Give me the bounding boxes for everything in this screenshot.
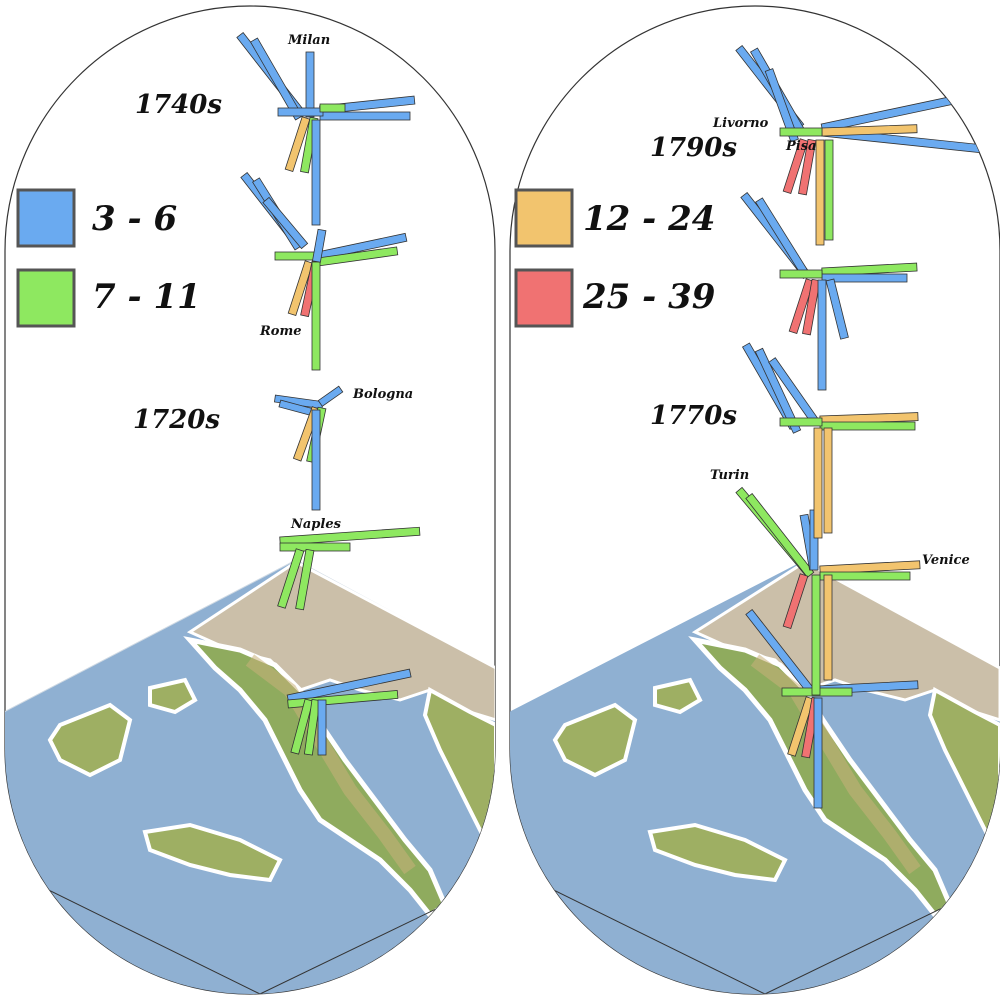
left-panel: Milan Rome Bologna Naples 1740s 1720s 3 … <box>4 5 496 995</box>
sardinia <box>552 702 638 778</box>
legend-label-12-24: 12 - 24 <box>583 199 715 239</box>
legend-label-7-11: 7 - 11 <box>92 277 201 317</box>
balkan-coast <box>422 686 495 861</box>
sardinia <box>47 702 133 778</box>
balkan-coast <box>927 686 1000 861</box>
legend-swatch-orange <box>514 188 574 248</box>
legend-label-25-39: 25 - 39 <box>582 277 715 317</box>
alps-region <box>691 560 1000 723</box>
stack-rome <box>240 171 408 371</box>
decade-label-1740s: 1740s <box>135 90 222 120</box>
city-label-bologna: Bologna <box>352 387 413 402</box>
stack-naples-base <box>286 668 412 756</box>
city-label-naples: Naples <box>290 517 342 532</box>
right-map-plane <box>510 560 1000 994</box>
stack-1780s <box>740 191 918 391</box>
stack-turin-venice <box>735 486 921 696</box>
decade-label-1720s: 1720s <box>133 405 220 435</box>
alps-region <box>186 560 495 723</box>
city-label-milan: Milan <box>287 33 330 48</box>
city-label-livorno: Livorno <box>712 116 769 131</box>
stack-bologna <box>273 385 344 511</box>
corsica <box>653 677 703 715</box>
decade-label-1770s: 1770s <box>650 401 737 431</box>
city-label-rome: Rome <box>259 324 302 339</box>
legend-right: 12 - 24 25 - 39 <box>514 188 715 328</box>
sicily <box>647 822 788 883</box>
stack-1770s <box>741 342 919 539</box>
legend-label-3-6: 3 - 6 <box>92 199 177 239</box>
stack-naples <box>277 526 421 611</box>
city-label-pisa: Pisa <box>785 139 816 154</box>
corsica <box>148 677 198 715</box>
right-panel: Livorno Pisa Turin Venice 1790s 1770s 12… <box>509 5 1000 995</box>
city-label-venice: Venice <box>922 553 970 568</box>
decade-label-1790s: 1790s <box>650 133 737 163</box>
city-label-turin: Turin <box>710 468 749 483</box>
left-map-plane <box>5 559 495 994</box>
legend-swatch-green <box>16 268 76 328</box>
stack-milan <box>236 31 416 226</box>
sicily <box>142 822 283 883</box>
legend-left: 3 - 6 7 - 11 <box>16 188 201 328</box>
legend-swatch-blue <box>16 188 76 248</box>
stack-livorno-pisa <box>735 44 997 246</box>
legend-swatch-red <box>514 268 574 328</box>
